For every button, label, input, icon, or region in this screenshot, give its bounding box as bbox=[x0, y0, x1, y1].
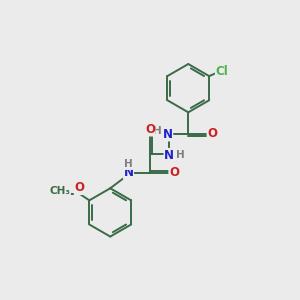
Text: O: O bbox=[74, 182, 84, 194]
Text: CH₃: CH₃ bbox=[50, 186, 70, 196]
Text: H: H bbox=[124, 159, 133, 170]
Text: O: O bbox=[169, 166, 179, 179]
Text: Cl: Cl bbox=[215, 65, 228, 79]
Text: N: N bbox=[124, 166, 134, 179]
Text: O: O bbox=[207, 127, 218, 140]
Text: H: H bbox=[153, 126, 162, 136]
Text: N: N bbox=[163, 128, 173, 141]
Text: H: H bbox=[176, 150, 185, 160]
Text: N: N bbox=[164, 148, 174, 161]
Text: O: O bbox=[145, 123, 155, 136]
